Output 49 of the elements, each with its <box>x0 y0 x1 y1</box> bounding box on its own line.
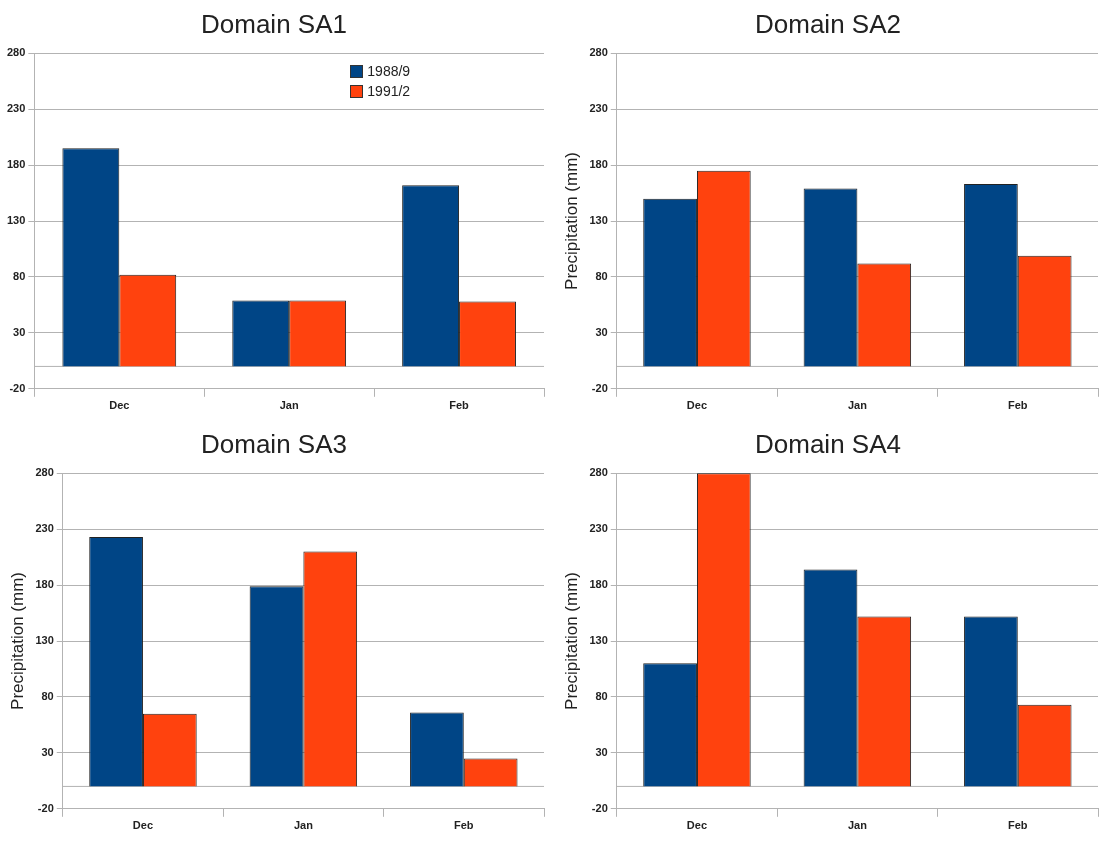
legend-label: 1991/2 <box>366 82 411 102</box>
x-tick-label: Feb <box>454 819 474 832</box>
legend-label: 1988/9 <box>366 62 411 82</box>
y-tick-label: 80 <box>595 269 608 282</box>
chart-title: Domain SA4 <box>755 428 901 459</box>
y-tick-label: -20 <box>591 801 608 814</box>
y-tick-label: 30 <box>595 745 608 758</box>
y-axis-title: Precipitation (mm) <box>561 572 581 710</box>
x-tick-label: Feb <box>1008 819 1028 832</box>
x-tick-label: Jan <box>847 399 868 412</box>
y-tick-label: -20 <box>591 381 608 394</box>
x-tick-label: Dec <box>109 399 130 412</box>
x-tick-label: Dec <box>686 399 708 412</box>
x-tick-label: Jan <box>847 819 868 832</box>
y-tick-label: 30 <box>595 325 608 338</box>
y-tick-label: -20 <box>9 381 26 394</box>
y-tick-label: 230 <box>35 522 54 535</box>
y-tick-label: 180 <box>35 578 54 591</box>
x-tick-label: Jan <box>293 819 314 832</box>
y-tick-label: 130 <box>6 214 26 227</box>
y-tick-label: 230 <box>6 102 26 115</box>
y-tick-label: 280 <box>6 46 26 59</box>
y-tick-label: 80 <box>13 269 26 282</box>
chart-title: Domain SA3 <box>201 428 347 459</box>
y-tick-label: -20 <box>37 801 54 814</box>
x-tick-label: Feb <box>1008 399 1028 412</box>
y-tick-label: 280 <box>589 46 608 59</box>
x-tick-label: Jan <box>279 399 299 412</box>
y-tick-label: 130 <box>35 634 54 647</box>
y-tick-label: 30 <box>13 325 26 338</box>
y-tick-label: 80 <box>41 689 54 702</box>
chart-title: Domain SA1 <box>201 8 347 39</box>
y-tick-label: 130 <box>589 214 608 227</box>
y-tick-label: 180 <box>589 578 608 591</box>
y-tick-label: 180 <box>6 158 26 171</box>
y-axis-title: Precipitation (mm) <box>7 572 27 710</box>
x-tick-label: Dec <box>686 819 708 832</box>
y-tick-label: 80 <box>595 689 608 702</box>
x-tick-label: Dec <box>132 819 154 832</box>
y-tick-label: 230 <box>589 522 608 535</box>
y-axis-title: Precipitation (mm) <box>561 152 581 290</box>
y-tick-label: 130 <box>589 634 608 647</box>
x-tick-label: Feb <box>449 399 470 412</box>
y-tick-label: 30 <box>41 745 54 758</box>
chart-title: Domain SA2 <box>755 8 901 39</box>
y-tick-label: 230 <box>589 102 608 115</box>
y-tick-label: 280 <box>35 466 54 479</box>
y-tick-label: 280 <box>589 466 608 479</box>
y-tick-label: 180 <box>589 158 608 171</box>
